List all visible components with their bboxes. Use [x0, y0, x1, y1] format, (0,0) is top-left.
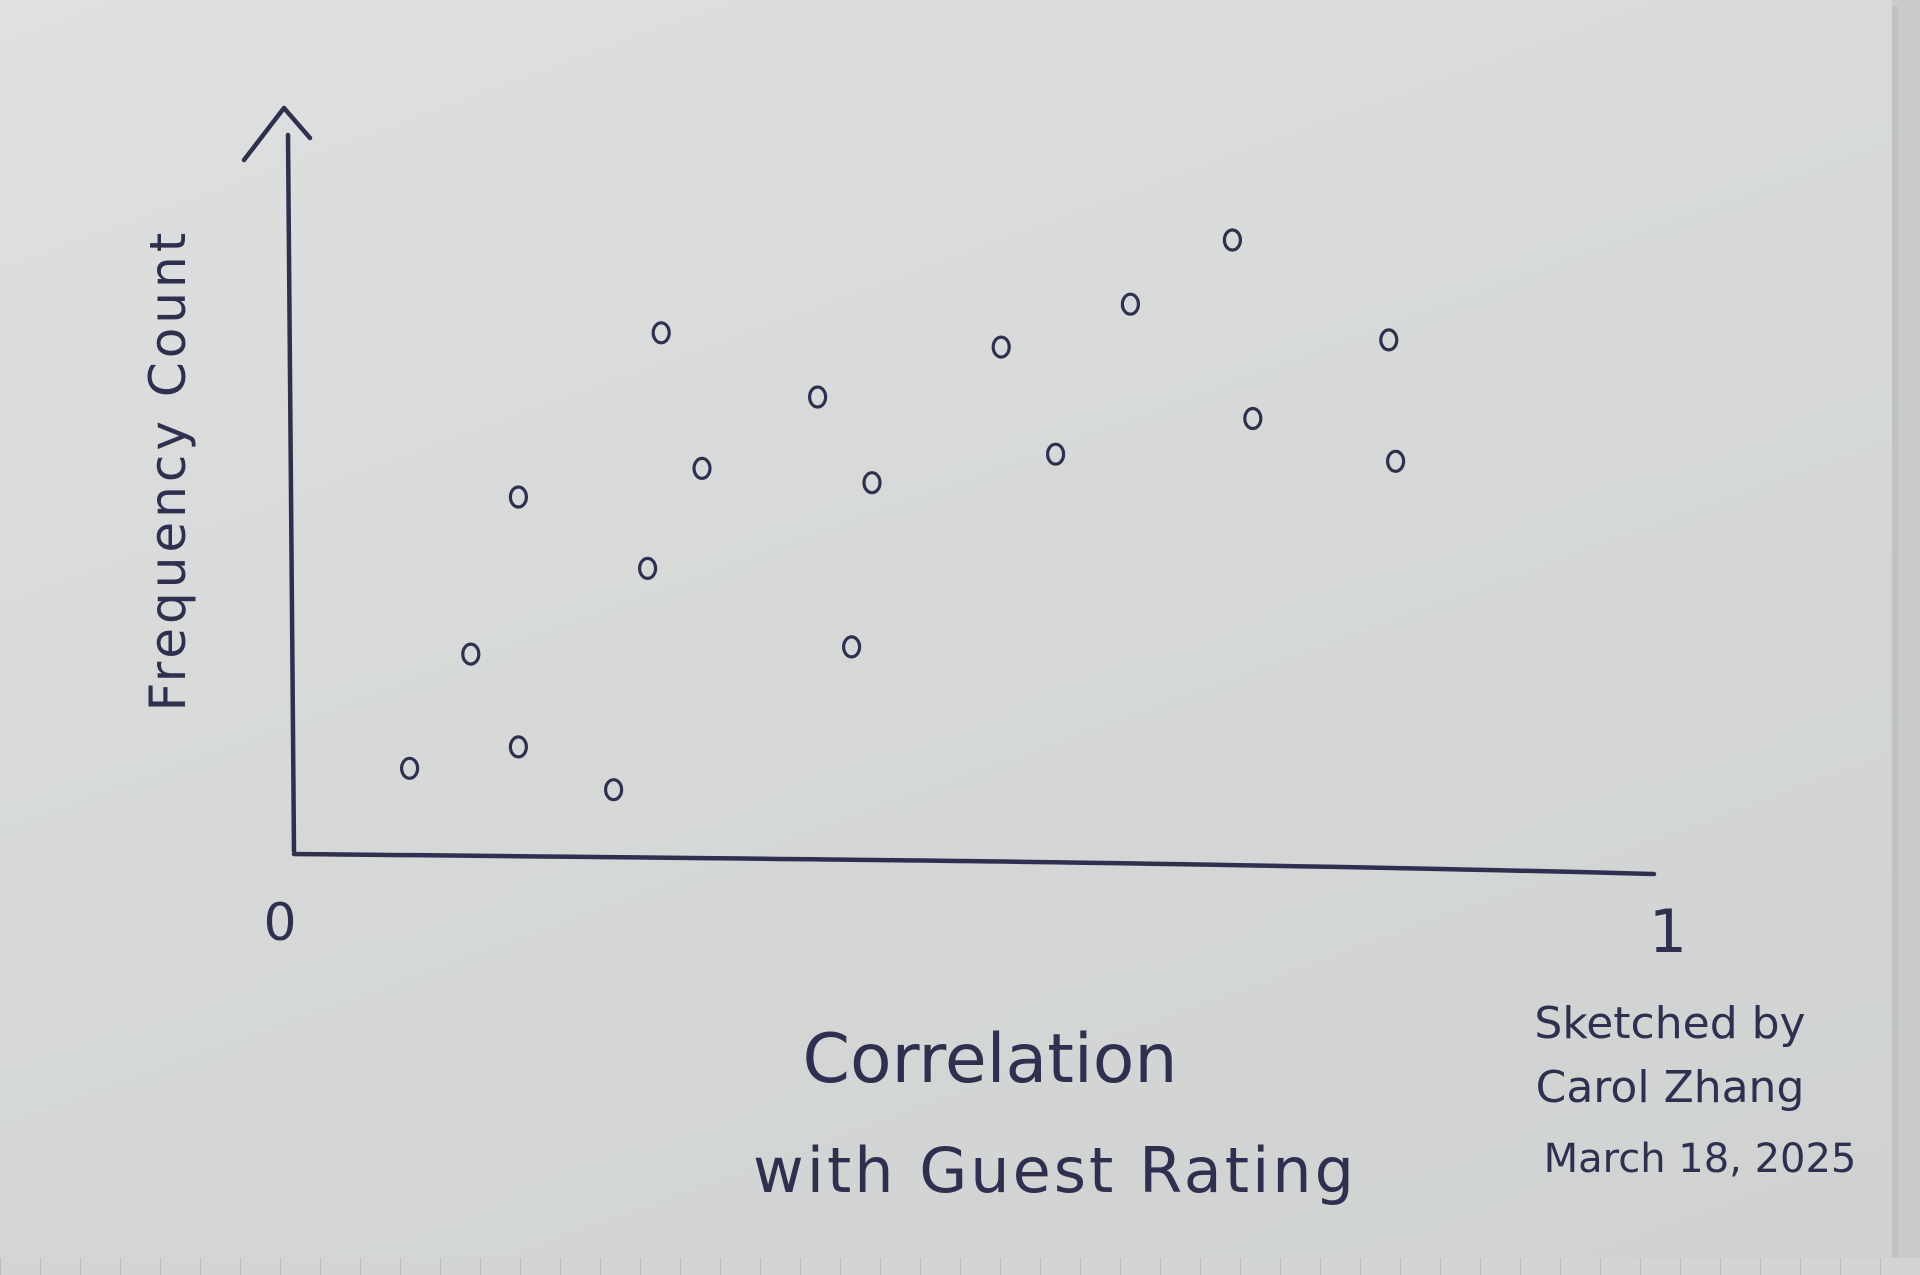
scatter-point [603, 778, 624, 802]
scatter-point [1045, 442, 1066, 466]
scatter-point [508, 735, 529, 759]
x-axis-line [291, 851, 1657, 877]
scatter-point [651, 321, 671, 345]
y-axis-arrowhead [241, 105, 313, 163]
x-tick-label-0: 0 [263, 893, 296, 953]
scatter-point [807, 385, 828, 409]
x-axis-label-line-1: Correlation [803, 1020, 1178, 1099]
scatter-point [1222, 228, 1243, 252]
y-axis-line [285, 132, 297, 854]
scatter-point [400, 756, 420, 780]
signature-line-2: Carol Zhang [1536, 1062, 1805, 1113]
scatter-point [1385, 449, 1406, 473]
y-axis-label: Frequency Count [139, 229, 197, 712]
scatter-point [508, 485, 529, 509]
grid-paper-edge [0, 1258, 1920, 1275]
scatter-point [841, 635, 862, 659]
scatter-point [991, 335, 1011, 359]
signature-line-1: Sketched by [1534, 998, 1805, 1049]
x-axis-label-line-2: with Guest Rating [753, 1134, 1357, 1207]
scatter-point [1243, 406, 1263, 431]
paper-sheet: 0 1 Frequency Count Correlation with Gue… [0, 0, 1892, 1258]
scatter-point [1120, 292, 1141, 316]
signature-line-3: March 18, 2025 [1544, 1136, 1857, 1182]
scatter-point [692, 456, 712, 480]
scatter-points [400, 228, 1406, 802]
x-tick-label-1: 1 [1649, 897, 1687, 967]
scatter-point [1379, 328, 1399, 352]
scatter-chart: 0 1 Frequency Count Correlation with Gue… [139, 105, 1857, 1207]
scatter-point [862, 471, 882, 495]
scatter-point [637, 556, 658, 581]
scatter-point [461, 642, 481, 666]
